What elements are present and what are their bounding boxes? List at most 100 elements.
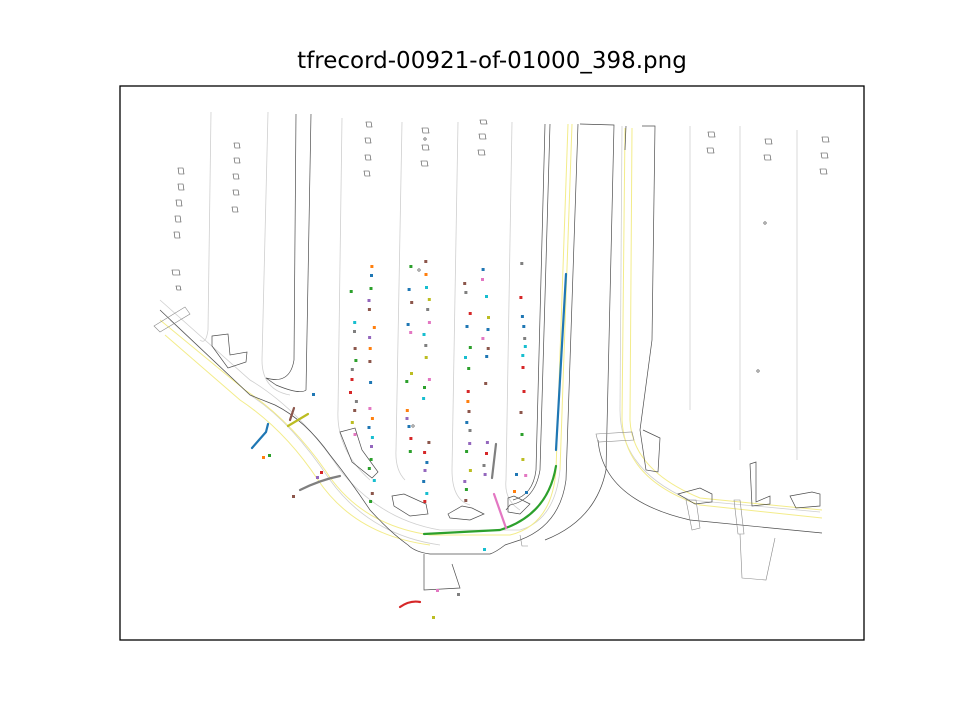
trajectory-brown: [288, 406, 296, 422]
agent-marker: [349, 391, 352, 394]
agent-marker: [426, 308, 430, 311]
agent-marker: [525, 491, 528, 494]
agent-marker: [370, 492, 374, 495]
agent-marker: [521, 354, 525, 357]
agent-marker: [468, 346, 472, 349]
trajectory-gray-short: [490, 442, 498, 480]
agent-marker: [465, 325, 469, 328]
agent-marker: [523, 345, 527, 348]
agent-marker: [312, 393, 315, 396]
agent-marker: [457, 593, 460, 596]
agent-marker: [372, 479, 376, 482]
agent-marker: [409, 265, 413, 268]
trajectory-gray-curve: [298, 474, 342, 492]
agent-marker: [515, 473, 518, 476]
agent-marker: [464, 488, 468, 491]
agent-marker: [423, 469, 427, 472]
agent-marker: [463, 480, 467, 483]
agent-marker: [353, 330, 356, 333]
agent-marker: [427, 298, 431, 301]
agent-marker: [372, 326, 376, 329]
agent-marker: [486, 347, 490, 350]
agent-marker: [467, 410, 471, 413]
agent-marker: [483, 473, 487, 476]
agent-marker: [513, 490, 516, 493]
road-lines: [159, 111, 821, 546]
agent-marker: [407, 425, 411, 428]
agent-trajectories: [250, 272, 568, 609]
agent-marker: [484, 382, 488, 385]
agent-marker: [465, 421, 469, 424]
agent-marker: [354, 359, 358, 362]
agent-marker: [425, 286, 428, 289]
agent-marker: [427, 378, 431, 381]
agent-marker: [427, 441, 431, 444]
agent-marker: [521, 366, 525, 369]
agent-marker: [467, 367, 471, 370]
agent-marker: [408, 450, 412, 453]
figure-title: tfrecord-00921-of-01000_398.png: [297, 48, 687, 74]
agent-marker: [423, 386, 426, 389]
agent-marker: [424, 356, 428, 359]
agent-marker: [370, 417, 374, 420]
agent-marker: [464, 291, 468, 294]
crosswalks: [153, 306, 776, 581]
agent-marker: [522, 390, 526, 393]
agent-marker: [523, 337, 527, 340]
agent-marker: [370, 436, 374, 439]
agent-marker: [405, 380, 409, 383]
agent-marker: [353, 409, 357, 412]
agent-marker: [405, 417, 409, 420]
agent-marker: [354, 400, 358, 403]
agent-marker: [410, 301, 414, 304]
agent-marker: [409, 437, 413, 440]
agent-marker: [292, 495, 295, 498]
agent-marker: [522, 325, 526, 328]
agent-marker: [353, 347, 357, 350]
agent-marker: [369, 381, 373, 384]
agent-marker: [370, 274, 373, 277]
agent-marker: [485, 441, 489, 444]
agent-marker: [424, 344, 428, 347]
agent-marker: [353, 321, 357, 324]
road-edges: [159, 113, 823, 591]
agent-marker: [468, 312, 472, 315]
agent-marker: [349, 290, 353, 293]
agent-marker: [466, 400, 470, 403]
agent-marker: [423, 500, 427, 503]
agent-marker: [367, 467, 371, 470]
agent-marker: [485, 355, 489, 358]
trajectory-green-turn: [422, 464, 558, 536]
agent-marker: [369, 287, 373, 290]
agent-marker: [410, 372, 413, 375]
agent-marker: [367, 426, 371, 429]
agent-marker: [268, 454, 271, 457]
agent-marker: [350, 368, 354, 371]
agent-marker: [487, 316, 490, 319]
agent-marker: [367, 308, 371, 311]
agent-marker: [409, 331, 413, 334]
agent-marker: [262, 456, 265, 459]
agent-marker: [520, 315, 524, 318]
agent-marker: [367, 299, 371, 302]
agent-marker: [466, 390, 470, 393]
agent-marker: [369, 458, 373, 461]
agent-marker: [422, 397, 426, 400]
agent-marker: [425, 492, 429, 495]
agent-marker: [407, 288, 411, 291]
agent-marker: [486, 328, 490, 331]
agent-marker: [368, 407, 372, 410]
agent-marker: [464, 356, 467, 359]
agent-marker: [406, 323, 410, 326]
agent-marker: [368, 347, 372, 350]
agent-marker: [422, 480, 426, 483]
agent-marker: [350, 421, 354, 424]
agent-marker: [468, 469, 472, 472]
agent-marker: [481, 278, 484, 281]
plot-frame: [119, 85, 865, 641]
agent-marker: [524, 474, 528, 477]
agent-marker: [521, 458, 525, 461]
agent-marker: [369, 500, 373, 503]
agent-marker: [432, 616, 435, 619]
